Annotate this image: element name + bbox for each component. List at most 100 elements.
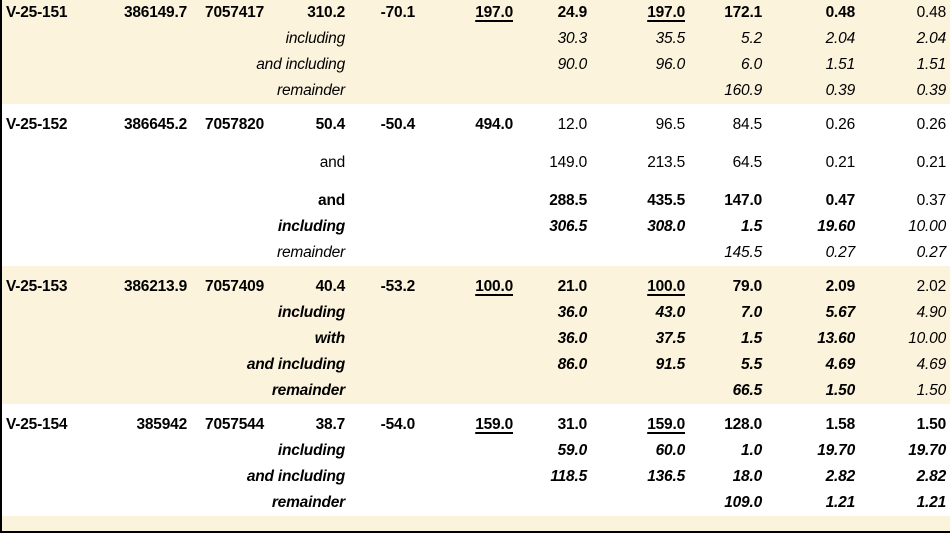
table-cell: 5.5 <box>741 356 762 373</box>
table-cell: 19.60 <box>817 218 855 235</box>
bottom-band <box>2 516 950 531</box>
table-cell <box>415 326 513 352</box>
table-cell: 2.02 <box>916 278 947 295</box>
table-cell: 18.0 <box>732 468 763 485</box>
table-cell: 213.5 <box>647 154 685 171</box>
table-cell <box>587 490 685 516</box>
table-cell: 1.58 <box>825 416 856 433</box>
table-row: including 36.0 43.0 7.0 5.67 4.90 <box>2 300 950 326</box>
qualifier-cell: remainder <box>271 494 345 511</box>
table-cell: 197.0 <box>475 4 513 21</box>
table-row: V-25-152 386645.2 7057820 50.4 -50.4 494.0 12.… <box>2 112 950 138</box>
table-row: and 288.5 435.5 147.0 0.47 0.37 <box>2 188 950 214</box>
table-cell <box>415 26 513 52</box>
table-cell: 91.5 <box>655 356 686 373</box>
table-cell: 0.27 <box>916 244 947 261</box>
table-cell: 149.0 <box>549 154 587 171</box>
table-cell: 136.5 <box>647 468 685 485</box>
table-cell: 59.0 <box>557 442 588 459</box>
table-cell <box>415 52 513 78</box>
qualifier-cell: and including <box>246 468 345 485</box>
table-cell <box>345 490 415 516</box>
table-row: V-25-153 386213.9 7057409 40.4 -53.2 100.0 21.… <box>2 274 950 300</box>
table-cell: -70.1 <box>380 4 416 21</box>
table-cell <box>513 78 587 104</box>
table-cell: 96.0 <box>655 56 686 73</box>
table-cell: 7057544 <box>205 416 264 433</box>
table-cell: 100.0 <box>475 278 513 295</box>
table-cell: 21.0 <box>557 278 588 295</box>
table-cell: 2.82 <box>825 468 856 485</box>
table-cell: 19.70 <box>817 442 855 459</box>
table-cell: -54.0 <box>380 416 416 433</box>
table-cell: 0.26 <box>916 116 947 133</box>
table-cell <box>513 490 587 516</box>
table-cell: 50.4 <box>315 116 346 133</box>
table-cell <box>415 464 513 490</box>
table-row: and including 86.0 91.5 5.5 4.69 4.69 <box>2 352 950 378</box>
table-cell <box>415 490 513 516</box>
table-row: V-25-154 385942 7057544 38.7 -54.0 159.0 31.0 1… <box>2 412 950 438</box>
qualifier-cell: remainder <box>277 244 345 261</box>
table-cell <box>345 52 415 78</box>
table-cell <box>513 240 587 266</box>
table-cell: 197.0 <box>647 4 685 21</box>
table-cell <box>587 240 685 266</box>
table-cell: 64.5 <box>732 154 763 171</box>
qualifier-cell: and <box>319 154 345 171</box>
table-cell: 13.60 <box>817 330 855 347</box>
table-cell: 159.0 <box>475 416 513 433</box>
table-cell: 0.27 <box>825 244 856 261</box>
table-cell <box>415 438 513 464</box>
table-cell: 386645.2 <box>123 116 187 133</box>
table-cell: 84.5 <box>732 116 763 133</box>
table-row: remainder 160.9 0.39 0.39 <box>2 78 950 104</box>
table-cell: 19.70 <box>908 442 946 459</box>
table-row: including 30.3 35.5 5.2 2.04 2.04 <box>2 26 950 52</box>
table-cell: 0.21 <box>916 154 947 171</box>
table-cell: 109.0 <box>724 494 762 511</box>
table-cell <box>415 78 513 104</box>
table-cell: 100.0 <box>647 278 685 295</box>
table-cell <box>345 378 415 404</box>
table-cell <box>345 78 415 104</box>
table-cell: 43.0 <box>655 304 686 321</box>
table-cell: 0.39 <box>916 82 947 99</box>
hole-id-cell: V-25-154 <box>6 416 68 433</box>
table-cell <box>345 188 415 214</box>
table-row: remainder 145.5 0.27 0.27 <box>2 240 950 266</box>
table-cell: 86.0 <box>557 356 588 373</box>
table-cell <box>415 214 513 240</box>
table-cell: 12.0 <box>557 116 588 133</box>
hole-block: V-25-151 386149.7 7057417 310.2 -70.1 197.0 24… <box>2 0 950 104</box>
qualifier-cell: including <box>285 30 346 47</box>
table-cell: 7057417 <box>205 4 264 21</box>
table-cell: 1.21 <box>916 494 947 511</box>
table-cell: 7057820 <box>205 116 264 133</box>
hole-id-cell: V-25-151 <box>6 4 68 21</box>
table-cell: 306.5 <box>549 218 587 235</box>
table-cell <box>415 378 513 404</box>
qualifier-cell: and including <box>246 356 345 373</box>
qualifier-cell: and <box>318 192 345 209</box>
table-cell: 90.0 <box>557 56 588 73</box>
table-row: including 59.0 60.0 1.0 19.70 19.70 <box>2 438 950 464</box>
table-cell: 4.69 <box>916 356 947 373</box>
table-cell <box>415 240 513 266</box>
table-cell: 37.5 <box>655 330 686 347</box>
table-cell: 10.00 <box>908 218 946 235</box>
table-cell <box>587 78 685 104</box>
table-cell: 1.50 <box>916 416 947 433</box>
table-cell: 145.5 <box>724 244 762 261</box>
table-cell: 0.48 <box>825 4 856 21</box>
table-cell <box>513 378 587 404</box>
table-cell: 0.39 <box>825 82 856 99</box>
table-cell: 494.0 <box>475 116 513 133</box>
qualifier-cell: including <box>277 218 345 235</box>
table-cell: 4.90 <box>916 304 947 321</box>
table-cell: 288.5 <box>549 192 587 209</box>
table-cell: 6.0 <box>741 56 762 73</box>
table-cell <box>587 378 685 404</box>
table-cell: 38.7 <box>315 416 346 433</box>
